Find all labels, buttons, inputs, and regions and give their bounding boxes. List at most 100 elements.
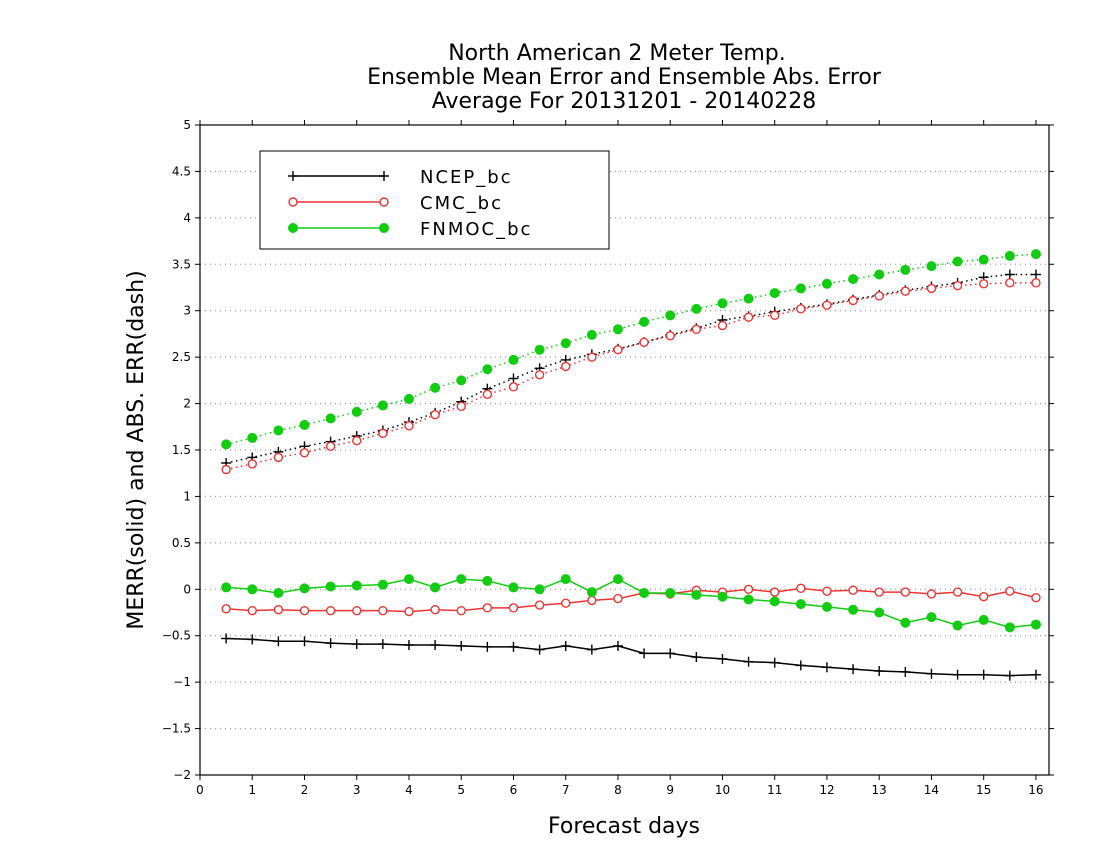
- legend-marker-right: [379, 223, 389, 233]
- abs-err-line-ncep-bc: [225, 273, 1036, 464]
- abs-err-point: [612, 324, 623, 335]
- abs-err-point: [508, 382, 519, 392]
- abs-err-point: [1030, 249, 1041, 260]
- abs-err-point: [769, 288, 780, 299]
- abs-err-point: [586, 329, 597, 340]
- abs-err-point: [1004, 269, 1015, 280]
- legend-label: NCEP_bc: [420, 167, 513, 188]
- merr-point: [769, 596, 780, 607]
- series-fnmoc-bc: [221, 249, 1041, 633]
- abs-err-point: [325, 413, 336, 424]
- abs-err-point: [926, 283, 937, 294]
- merr-point: [769, 657, 780, 668]
- merr-point: [1031, 592, 1041, 603]
- merr-point: [221, 582, 232, 593]
- abs-err-point: [352, 436, 362, 446]
- legend-entry-fnmoc-bc: FNMOC_bc: [288, 219, 530, 240]
- merr-point: [508, 582, 519, 593]
- merr-point: [430, 582, 441, 593]
- grid: [200, 170, 1049, 730]
- abs-err-point: [560, 338, 571, 349]
- merr-point: [639, 648, 650, 659]
- abs-err-point: [717, 298, 728, 309]
- merr-point: [691, 589, 702, 600]
- merr-point: [1004, 622, 1015, 633]
- merr-point: [717, 591, 728, 602]
- merr-point: [352, 605, 362, 616]
- abs-err-point: [1005, 278, 1015, 288]
- abs-err-point: [221, 464, 231, 475]
- merr-point: [1030, 619, 1041, 630]
- merr-point: [639, 588, 650, 598]
- merr-point: [952, 620, 963, 631]
- merr-point: [743, 656, 754, 667]
- abs-err-point: [874, 269, 885, 280]
- abs-err-point: [1030, 269, 1041, 280]
- merr-point: [560, 574, 571, 585]
- abs-err-point: [456, 375, 467, 386]
- merr-point: [221, 633, 232, 644]
- abs-err-point: [351, 406, 362, 417]
- abs-err-point: [848, 274, 859, 285]
- merr-point: [456, 574, 467, 585]
- series-ncep-bc: [221, 269, 1041, 681]
- abs-err-point: [247, 459, 257, 469]
- merr-point: [587, 595, 597, 606]
- abs-err-point: [403, 393, 414, 404]
- abs-err-point: [430, 410, 440, 420]
- abs-err-point: [456, 401, 466, 412]
- merr-point: [508, 641, 519, 652]
- abs-err-point: [482, 389, 493, 399]
- merr-point: [874, 587, 884, 597]
- abs-err-point: [1004, 250, 1015, 261]
- x-tick-label: 16: [1028, 783, 1043, 797]
- merr-point: [978, 669, 989, 680]
- merr-point: [612, 640, 623, 651]
- merr-point: [378, 605, 388, 616]
- axis-ticks: [195, 120, 1054, 780]
- abs-err-point: [299, 448, 310, 458]
- series-layer: [221, 249, 1041, 681]
- merr-point: [247, 634, 258, 645]
- abs-err-point: [377, 400, 388, 411]
- merr-point: [482, 575, 493, 586]
- merr-point: [325, 638, 336, 649]
- x-tick-label: 13: [872, 783, 887, 797]
- merr-point: [665, 588, 676, 598]
- merr-point: [377, 639, 388, 650]
- merr-point: [351, 580, 362, 591]
- abs-err-point: [325, 441, 336, 451]
- abs-err-point: [900, 264, 911, 275]
- y-tick-label: −2: [173, 768, 191, 782]
- merr-point: [273, 605, 284, 615]
- y-tick-label: 0.5: [172, 536, 191, 550]
- merr-point: [743, 584, 754, 594]
- abs-err-point: [691, 324, 702, 334]
- merr-point: [586, 644, 597, 655]
- merr-point: [795, 599, 806, 610]
- abs-err-point: [613, 345, 623, 355]
- abs-err-point: [795, 283, 806, 294]
- x-tick-label: 6: [510, 783, 518, 797]
- x-tick-label: 12: [819, 783, 834, 797]
- abs-err-point: [952, 256, 963, 267]
- abs-err-point: [378, 428, 388, 438]
- merr-point: [952, 587, 963, 597]
- legend: NCEP_bc CMC_bc FNMOC_bc: [259, 150, 610, 250]
- merr-point: [456, 640, 467, 651]
- merr-point: [534, 644, 545, 655]
- title-line-2: Ensemble Mean Error and Ensemble Abs. Er…: [367, 65, 882, 90]
- legend-label: CMC_bc: [420, 193, 503, 214]
- abs-err-point: [926, 261, 937, 272]
- abs-err-point: [821, 278, 832, 289]
- merr-point: [665, 648, 676, 659]
- abs-err-line-fnmoc-bc: [225, 253, 1036, 446]
- legend-entry-cmc-bc: CMC_bc: [288, 193, 503, 214]
- merr-point: [822, 586, 832, 596]
- abs-err-point: [404, 421, 414, 431]
- merr-point: [926, 612, 937, 623]
- abs-err-point: [430, 382, 441, 393]
- merr-point: [770, 587, 780, 597]
- abs-err-point: [822, 300, 832, 310]
